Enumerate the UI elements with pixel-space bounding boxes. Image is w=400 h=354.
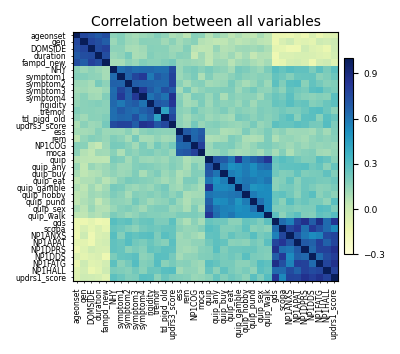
Title: Correlation between all variables: Correlation between all variables bbox=[90, 15, 320, 29]
